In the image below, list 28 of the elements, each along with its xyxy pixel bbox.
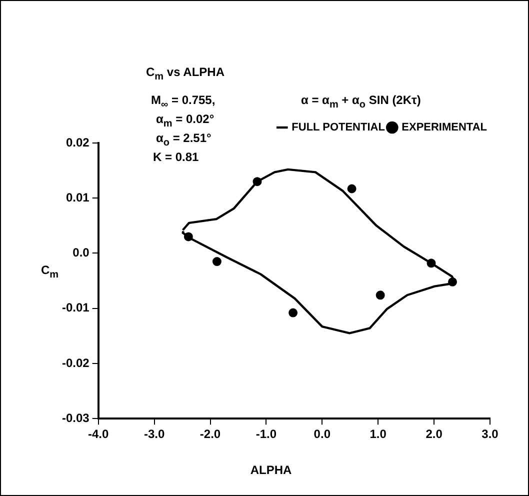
x-tick-label: 1.0 bbox=[370, 427, 387, 442]
text: α$_{m}$ = 0.02° bbox=[156, 112, 214, 130]
x-tick-label: -2.0 bbox=[200, 427, 221, 442]
x-tick-label: 3.0 bbox=[482, 427, 499, 442]
chart-title: C$_{m}$ vs ALPHA bbox=[146, 65, 224, 82]
y-tick-label: 0.0 bbox=[72, 246, 90, 260]
x-tick-label: 2.0 bbox=[426, 427, 443, 442]
legend-label: EXPERIMENTAL bbox=[402, 122, 488, 134]
y-axis-title: C$_{m}$ bbox=[41, 263, 59, 280]
x-tick-label: 0.0 bbox=[314, 427, 331, 442]
point bbox=[347, 184, 356, 194]
y-tick-label: -0.01 bbox=[62, 300, 90, 315]
text: α = α$_{m}$ + α$_{o}$ SIN (2Kτ) bbox=[301, 93, 421, 110]
y-tick-label: -0.02 bbox=[62, 356, 90, 370]
y-tick-label: 0.02 bbox=[66, 135, 90, 150]
point bbox=[288, 308, 298, 318]
point bbox=[376, 290, 385, 300]
legend-label: FULL POTENTIAL bbox=[292, 122, 386, 134]
point bbox=[212, 257, 222, 266]
x-tick-label: -1.0 bbox=[256, 427, 277, 442]
annotation: α$_{o}$ = 2.51° bbox=[156, 131, 212, 148]
x-tick-label: -3.0 bbox=[144, 427, 165, 442]
x-tick-label: -4.0 bbox=[88, 427, 110, 442]
annotation: K = 0.81 bbox=[153, 150, 199, 164]
y-tick-label: -0.03 bbox=[62, 410, 90, 425]
y-tick-label: 0.01 bbox=[66, 190, 90, 204]
x-axis-title: ALPHA bbox=[250, 463, 292, 477]
text: M$_{∞}$ = 0.755, bbox=[151, 93, 216, 110]
